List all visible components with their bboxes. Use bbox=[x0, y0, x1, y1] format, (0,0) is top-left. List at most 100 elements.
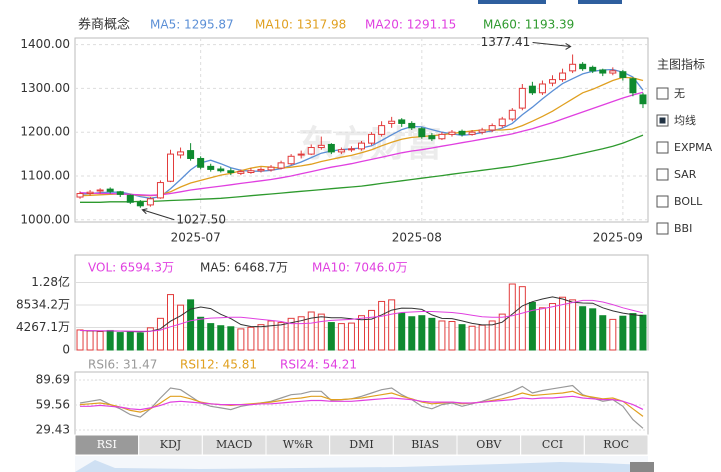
volume-bar bbox=[559, 296, 567, 351]
sidebar-option[interactable]: 无 bbox=[674, 87, 685, 100]
x-tick-label: 2025-09 bbox=[593, 231, 643, 245]
candle-body bbox=[237, 171, 245, 174]
candle-body bbox=[579, 63, 587, 70]
legend-entry: RSI24: 54.21 bbox=[280, 358, 357, 372]
indicator-tab-label[interactable]: OBV bbox=[476, 438, 502, 451]
volume-bar bbox=[458, 324, 466, 351]
volume-bar bbox=[619, 315, 627, 351]
sidebar-option[interactable]: SAR bbox=[674, 168, 697, 181]
candle-body bbox=[126, 194, 134, 203]
candle-body bbox=[418, 128, 426, 138]
candle-body bbox=[478, 129, 486, 133]
candle-body bbox=[378, 125, 386, 135]
volume-bar bbox=[478, 324, 486, 351]
indicator-tab-label[interactable]: CCI bbox=[542, 438, 563, 451]
candle-body bbox=[86, 191, 94, 195]
candle-body bbox=[358, 142, 365, 150]
y-tick-label: 1.28亿 bbox=[31, 274, 70, 289]
volume-bar bbox=[498, 313, 506, 351]
volume-bar bbox=[197, 316, 205, 351]
volume-bar bbox=[408, 316, 416, 351]
y-tick-label: 1400.00 bbox=[20, 37, 70, 51]
annotation-arrow bbox=[141, 208, 175, 221]
volume-bar bbox=[267, 320, 275, 351]
candle-body bbox=[347, 148, 355, 151]
candle-body bbox=[277, 162, 285, 169]
checkbox[interactable] bbox=[656, 141, 669, 154]
navigator-handle[interactable] bbox=[630, 462, 654, 472]
candle-body bbox=[317, 144, 325, 149]
volume-bar bbox=[538, 307, 546, 351]
candle-body bbox=[538, 83, 546, 94]
y-tick-label: 0 bbox=[62, 343, 70, 357]
y-tick-label: 59.56 bbox=[36, 397, 70, 411]
x-tick-label: 2025-08 bbox=[392, 231, 442, 245]
volume-bar bbox=[136, 332, 144, 351]
candle-body bbox=[569, 63, 577, 72]
volume-bar bbox=[569, 299, 577, 351]
checkbox[interactable] bbox=[656, 195, 669, 208]
volume-bar bbox=[609, 318, 617, 351]
line-series bbox=[80, 395, 644, 411]
candle-body bbox=[217, 168, 225, 172]
volume-bar bbox=[187, 299, 195, 351]
candle-body bbox=[267, 166, 275, 171]
annotation-arrow bbox=[532, 41, 572, 50]
candle-body bbox=[227, 170, 235, 173]
volume-bar bbox=[167, 294, 174, 351]
candle-body bbox=[76, 193, 84, 198]
indicator-tab-label[interactable]: W%R bbox=[283, 438, 314, 451]
volume-bar bbox=[277, 322, 285, 351]
legend-entry: MA60: 1193.39 bbox=[483, 18, 574, 32]
volume-bar bbox=[438, 320, 446, 351]
navigator-area bbox=[75, 460, 648, 472]
candle-body bbox=[589, 66, 597, 72]
indicator-tab-label[interactable]: KDJ bbox=[160, 438, 181, 451]
volume-bar bbox=[488, 320, 496, 351]
sidebar-option[interactable]: BBI bbox=[674, 222, 692, 235]
sidebar-option[interactable]: 均线 bbox=[674, 113, 696, 127]
candle-body bbox=[629, 78, 637, 94]
candle-body bbox=[408, 122, 416, 129]
legend-entry: MA5: 1295.87 bbox=[150, 18, 234, 32]
indicator-tab[interactable] bbox=[583, 434, 649, 456]
candle-body bbox=[549, 79, 556, 84]
candle-body bbox=[327, 143, 335, 153]
top-button[interactable] bbox=[578, 0, 622, 4]
candle-body bbox=[468, 131, 476, 135]
candle-body bbox=[257, 168, 265, 172]
checkbox-mark[interactable] bbox=[659, 117, 666, 124]
indicator-tab-label[interactable]: DMI bbox=[349, 438, 373, 451]
indicator-tab-label[interactable]: BIAS bbox=[411, 438, 439, 451]
volume-bar bbox=[589, 308, 597, 351]
volume-bar bbox=[237, 328, 245, 351]
candle-body bbox=[156, 182, 164, 199]
indicator-tab-label[interactable]: ROC bbox=[603, 438, 629, 451]
legend-entry: RSI12: 45.81 bbox=[180, 358, 257, 372]
checkbox[interactable] bbox=[656, 168, 669, 181]
sidebar-option[interactable]: BOLL bbox=[674, 195, 703, 208]
volume-bar bbox=[599, 315, 607, 351]
top-button[interactable] bbox=[478, 0, 546, 4]
y-tick-label: 4267.1万 bbox=[16, 320, 70, 334]
checkbox[interactable] bbox=[656, 222, 669, 235]
candle-body bbox=[177, 151, 185, 156]
y-tick-label: 1200.00 bbox=[20, 125, 70, 139]
volume-bar bbox=[126, 331, 134, 351]
volume-bar bbox=[629, 313, 637, 351]
candle-body bbox=[428, 135, 436, 140]
line-series bbox=[80, 134, 644, 203]
volume-bar bbox=[639, 314, 647, 351]
volume-bar bbox=[116, 332, 124, 351]
volume-bar bbox=[378, 300, 386, 351]
candle-body bbox=[609, 70, 617, 74]
indicator-tab-label[interactable]: MACD bbox=[216, 438, 253, 451]
candle-body bbox=[508, 109, 516, 120]
indicator-tab-label[interactable]: RSI bbox=[97, 438, 117, 451]
checkbox[interactable] bbox=[656, 87, 669, 100]
sidebar-option[interactable]: EXPMA bbox=[674, 141, 713, 154]
volume-bar bbox=[579, 306, 587, 351]
volume-bar bbox=[207, 323, 215, 351]
volume-bar bbox=[368, 309, 376, 351]
candle-body bbox=[146, 198, 154, 206]
